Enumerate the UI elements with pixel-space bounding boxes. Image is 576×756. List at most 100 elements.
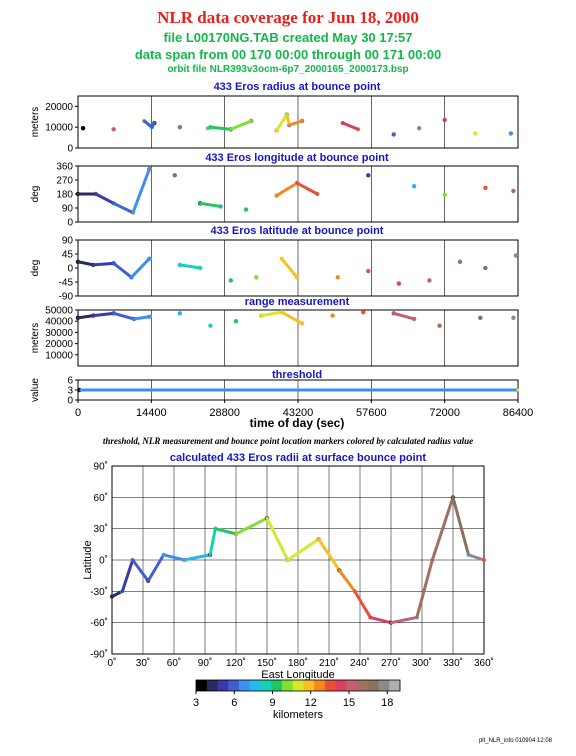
colorbar-cell [335, 680, 347, 691]
y-axis-label: deg [30, 260, 41, 277]
map-x-tick-label: 120˚ [226, 657, 246, 669]
data-segment [280, 257, 299, 279]
panel-title: 433 Eros longitude at bounce point [205, 152, 389, 164]
data-point [208, 323, 213, 328]
colorbar-cell [378, 680, 390, 691]
data-point [513, 253, 519, 258]
y-tick-label: 45 [62, 250, 74, 261]
y-tick-label: 180 [56, 190, 73, 201]
y-axis-label: meters [30, 323, 41, 354]
data-segment [275, 181, 299, 198]
colorbar-cell [367, 680, 380, 691]
map-y-tick-label: -90˚ [90, 649, 108, 661]
y-tick-label: 270 [56, 176, 73, 187]
map-x-tick-label: 150˚ [257, 657, 277, 669]
colorbar-tick-label: 3 [193, 697, 199, 709]
data-segment [91, 261, 116, 267]
data-span-info: data span from 00 170 00:00 through 00 1… [134, 47, 442, 62]
y-tick-label: 30000 [45, 328, 73, 339]
y-tick-label: 50000 [45, 306, 73, 317]
data-point [80, 126, 86, 131]
track-segment [131, 558, 150, 583]
data-segment [295, 181, 319, 196]
data-point [511, 188, 516, 194]
data-segment [229, 119, 253, 131]
file-info: file L00170NG.TAB created May 30 17:57 [163, 30, 413, 45]
track-segment [146, 553, 166, 583]
x-axis-label: time of day (sec) [250, 416, 345, 430]
map-y-tick-label: 0˚ [99, 555, 108, 567]
data-point [511, 315, 516, 321]
data-point [508, 131, 514, 136]
y-tick-label: 10000 [45, 350, 73, 361]
data-point [172, 173, 177, 178]
map-y-tick-label: 90˚ [94, 461, 108, 473]
data-segment [280, 310, 304, 325]
track-segment [182, 553, 212, 562]
map-title: calculated 433 Eros radii at surface bou… [170, 452, 426, 464]
data-point [111, 127, 116, 132]
y-tick-label: 10000 [45, 123, 73, 134]
x-tick-label: 86400 [503, 407, 534, 419]
map-x-tick-label: 210˚ [319, 657, 339, 669]
map-y-tick-label: 30˚ [94, 523, 108, 535]
data-segment [198, 201, 223, 208]
map-x-tick-label: 0˚ [108, 657, 117, 669]
map-x-tick-label: 330˚ [443, 657, 463, 669]
data-segment [131, 167, 151, 215]
data-point [457, 259, 463, 264]
colorbar-cell [389, 680, 401, 691]
track-segment [208, 527, 217, 557]
y-tick-label: 40000 [45, 317, 73, 328]
x-tick-label: 57600 [356, 407, 387, 419]
data-segment [392, 311, 416, 321]
data-point [177, 311, 183, 316]
data-segment [259, 310, 284, 318]
colorbar-cell [292, 680, 304, 691]
track-segment [430, 495, 455, 562]
data-point [427, 278, 432, 283]
y-tick-label: 0 [67, 144, 73, 155]
data-segment [76, 260, 95, 267]
colorbar-cell [357, 680, 369, 691]
data-point [478, 315, 483, 321]
y-tick-label: 360 [56, 162, 73, 173]
data-point [366, 173, 371, 178]
y-tick-label: 0 [67, 264, 73, 275]
y-axis-label: meters [30, 107, 41, 138]
data-segment [275, 113, 289, 132]
x-tick-label: 14400 [136, 407, 167, 419]
track-segment [286, 537, 321, 562]
y-tick-label: 20000 [45, 102, 73, 113]
map-x-tick-label: 270˚ [381, 657, 401, 669]
track-segment [317, 537, 341, 572]
map-x-tick-label: 360˚ [474, 657, 494, 669]
track-segment [162, 553, 186, 562]
map-x-tick-label: 240˚ [350, 657, 370, 669]
track-segment [389, 615, 419, 625]
colorbar-cell [281, 680, 294, 691]
y-tick-label: 20000 [45, 339, 73, 350]
track-segment [467, 553, 486, 562]
x-tick-label: 72000 [429, 407, 460, 419]
panel-title: 433 Eros radius at bounce point [214, 81, 381, 93]
map-x-tick-label: 90˚ [198, 657, 212, 669]
y-tick-label: 90 [62, 204, 74, 215]
colorbar-cell [206, 680, 218, 691]
colorbar-tick-label: 9 [269, 697, 275, 709]
colorbar-cell [249, 680, 261, 691]
track-segment [120, 558, 135, 593]
map-x-tick-label: 180˚ [288, 657, 308, 669]
panel-title: range measurement [245, 296, 350, 308]
y-tick-label: 0 [67, 218, 73, 229]
y-tick-label: 90 [62, 236, 74, 247]
data-point [243, 207, 249, 212]
colorbar-cell [217, 680, 229, 691]
y-axis-label: value [30, 378, 41, 402]
data-point [330, 313, 335, 318]
panel-title: 433 Eros latitude at bounce point [211, 225, 384, 237]
data-segment [129, 257, 151, 279]
data-segment [94, 192, 116, 205]
data-segment [287, 119, 304, 127]
data-segment [112, 311, 136, 321]
